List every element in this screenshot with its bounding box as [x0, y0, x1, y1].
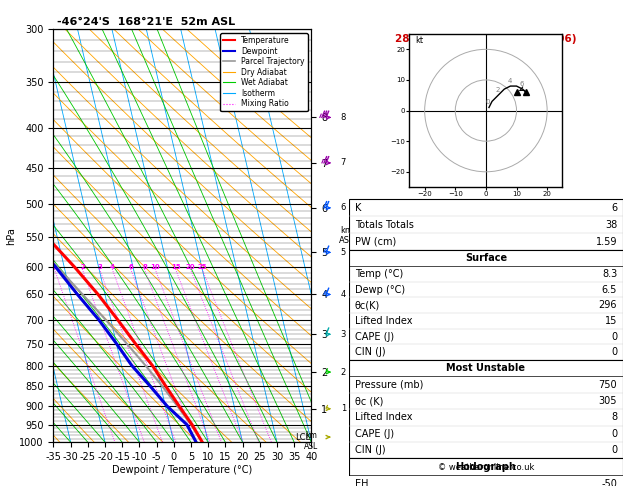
Text: 8: 8 — [142, 264, 147, 270]
Y-axis label: km
ASL: km ASL — [339, 226, 355, 245]
Text: 8: 8 — [341, 113, 346, 122]
Text: 15: 15 — [171, 264, 181, 270]
Text: 28.04.2024  00GMT  (Base: 06): 28.04.2024 00GMT (Base: 06) — [395, 34, 577, 44]
Text: 10: 10 — [150, 264, 160, 270]
Text: CAPE (J): CAPE (J) — [355, 429, 394, 439]
Text: 2: 2 — [341, 367, 346, 377]
Text: Dewp (°C): Dewp (°C) — [355, 285, 404, 295]
Text: 6.5: 6.5 — [602, 285, 617, 295]
Text: Most Unstable: Most Unstable — [447, 363, 525, 373]
Text: 0: 0 — [611, 429, 617, 439]
Y-axis label: hPa: hPa — [6, 227, 16, 244]
Text: EH: EH — [355, 479, 368, 486]
Text: 2: 2 — [80, 264, 85, 270]
Text: 4: 4 — [110, 264, 115, 270]
X-axis label: Dewpoint / Temperature (°C): Dewpoint / Temperature (°C) — [113, 465, 252, 475]
Text: 1: 1 — [341, 404, 346, 413]
Text: 6: 6 — [128, 264, 133, 270]
Text: 0: 0 — [611, 347, 617, 357]
Text: CIN (J): CIN (J) — [355, 445, 385, 455]
Text: 4: 4 — [508, 78, 512, 84]
Text: θᴄ (K): θᴄ (K) — [355, 396, 383, 406]
Text: Hodograph: Hodograph — [455, 462, 516, 472]
Text: θᴄ(K): θᴄ(K) — [355, 300, 380, 310]
Text: CAPE (J): CAPE (J) — [355, 331, 394, 342]
Text: Totals Totals: Totals Totals — [355, 220, 413, 230]
Text: 7: 7 — [341, 158, 346, 167]
Text: 5: 5 — [341, 248, 346, 257]
Text: 20: 20 — [186, 264, 196, 270]
Text: 1: 1 — [52, 264, 57, 270]
Text: K: K — [355, 203, 361, 213]
Text: 3: 3 — [97, 264, 103, 270]
Text: kt: kt — [416, 36, 423, 45]
Text: 1.59: 1.59 — [596, 237, 617, 247]
Text: -50: -50 — [601, 479, 617, 486]
Text: 15: 15 — [605, 316, 617, 326]
Text: 3: 3 — [341, 330, 346, 339]
Text: 8: 8 — [611, 413, 617, 422]
Text: 2: 2 — [495, 87, 499, 93]
Text: 0: 0 — [611, 445, 617, 455]
Legend: Temperature, Dewpoint, Parcel Trajectory, Dry Adiabat, Wet Adiabat, Isotherm, Mi: Temperature, Dewpoint, Parcel Trajectory… — [220, 33, 308, 111]
Text: LCL: LCL — [295, 433, 310, 442]
Text: 0: 0 — [486, 100, 491, 105]
Text: 4: 4 — [341, 290, 346, 299]
Text: Pressure (mb): Pressure (mb) — [355, 380, 423, 390]
Text: Temp (°C): Temp (°C) — [355, 269, 403, 279]
Text: 296: 296 — [599, 300, 617, 310]
Text: Surface: Surface — [465, 253, 507, 263]
Text: 38: 38 — [605, 220, 617, 230]
Text: 6: 6 — [341, 203, 346, 212]
Text: Lifted Index: Lifted Index — [355, 316, 412, 326]
Bar — [349, 360, 623, 458]
Text: Lifted Index: Lifted Index — [355, 413, 412, 422]
Text: km
ASL: km ASL — [304, 431, 318, 451]
Text: © weatheronline.co.uk: © weatheronline.co.uk — [438, 463, 534, 472]
Text: 8.3: 8.3 — [602, 269, 617, 279]
Text: 6: 6 — [611, 203, 617, 213]
Text: -46°24'S  168°21'E  52m ASL: -46°24'S 168°21'E 52m ASL — [57, 17, 235, 27]
Text: 6: 6 — [520, 81, 524, 87]
Text: 305: 305 — [599, 396, 617, 406]
Bar — [349, 199, 623, 250]
Text: CIN (J): CIN (J) — [355, 347, 385, 357]
Text: 0: 0 — [611, 331, 617, 342]
Bar — [349, 250, 623, 360]
Bar — [349, 458, 623, 486]
Text: 750: 750 — [599, 380, 617, 390]
Text: PW (cm): PW (cm) — [355, 237, 396, 247]
Text: 25: 25 — [198, 264, 207, 270]
